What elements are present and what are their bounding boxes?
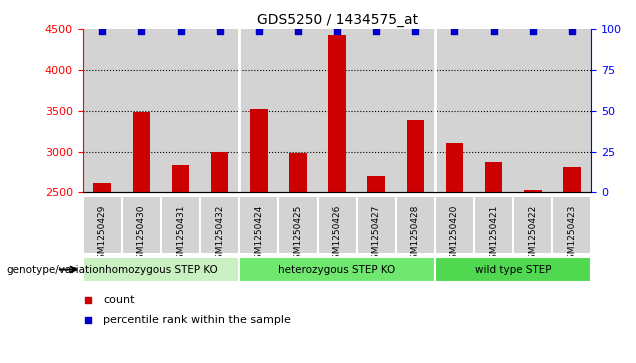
Bar <box>279 196 317 254</box>
Point <box>450 28 460 33</box>
Bar <box>93 183 111 192</box>
Bar <box>513 196 552 254</box>
Bar <box>250 109 268 192</box>
Bar <box>172 165 190 192</box>
Bar <box>132 113 150 192</box>
Text: count: count <box>103 295 135 305</box>
Bar <box>83 29 122 192</box>
Point <box>176 28 186 33</box>
Text: GSM1250428: GSM1250428 <box>411 205 420 265</box>
Bar <box>161 29 200 192</box>
Text: GSM1250431: GSM1250431 <box>176 205 185 265</box>
Bar <box>122 196 161 254</box>
Point <box>254 28 264 33</box>
Bar <box>83 196 122 254</box>
Bar <box>83 257 239 282</box>
Text: wild type STEP: wild type STEP <box>475 265 551 274</box>
Text: GSM1250423: GSM1250423 <box>567 205 576 265</box>
Bar <box>524 190 542 192</box>
Bar <box>200 196 239 254</box>
Point <box>214 28 225 33</box>
Bar <box>317 196 357 254</box>
Point <box>293 28 303 33</box>
Bar <box>161 196 200 254</box>
Text: homozygous STEP KO: homozygous STEP KO <box>104 265 218 274</box>
Bar <box>357 29 396 192</box>
Bar <box>563 167 581 192</box>
Bar <box>289 153 307 192</box>
Bar <box>513 29 552 192</box>
Text: GSM1250425: GSM1250425 <box>293 205 303 265</box>
Text: GSM1250424: GSM1250424 <box>254 205 263 265</box>
Point <box>136 28 146 33</box>
Text: GSM1250421: GSM1250421 <box>489 205 498 265</box>
Bar <box>211 152 228 192</box>
Bar <box>396 196 435 254</box>
Bar <box>435 196 474 254</box>
Title: GDS5250 / 1434575_at: GDS5250 / 1434575_at <box>256 13 418 26</box>
Bar <box>200 29 239 192</box>
Bar <box>317 29 357 192</box>
Point <box>410 28 420 33</box>
Text: GSM1250430: GSM1250430 <box>137 205 146 265</box>
Bar <box>474 29 513 192</box>
Point <box>528 28 538 33</box>
Bar <box>279 29 317 192</box>
Bar <box>474 196 513 254</box>
Text: GSM1250429: GSM1250429 <box>98 205 107 265</box>
Bar <box>396 29 435 192</box>
Bar <box>357 196 396 254</box>
Text: GSM1250426: GSM1250426 <box>333 205 342 265</box>
Bar <box>122 29 161 192</box>
Point <box>488 28 499 33</box>
Bar <box>239 257 435 282</box>
Text: heterozygous STEP KO: heterozygous STEP KO <box>279 265 396 274</box>
Text: GSM1250427: GSM1250427 <box>371 205 381 265</box>
Text: GSM1250422: GSM1250422 <box>529 205 537 265</box>
Point <box>83 317 93 323</box>
Point <box>567 28 577 33</box>
Bar <box>368 176 385 192</box>
Bar <box>406 120 424 192</box>
Point <box>83 298 93 303</box>
Bar <box>446 143 463 192</box>
Text: GSM1250420: GSM1250420 <box>450 205 459 265</box>
Text: GSM1250432: GSM1250432 <box>215 205 224 265</box>
Point <box>97 28 107 33</box>
Point <box>371 28 382 33</box>
Bar <box>328 35 346 192</box>
Bar <box>552 29 591 192</box>
Bar <box>239 196 279 254</box>
Text: percentile rank within the sample: percentile rank within the sample <box>103 315 291 325</box>
Bar <box>435 257 591 282</box>
Bar <box>239 29 279 192</box>
Bar <box>485 162 502 192</box>
Bar <box>552 196 591 254</box>
Point <box>332 28 342 33</box>
Text: genotype/variation: genotype/variation <box>6 265 106 274</box>
Bar <box>435 29 474 192</box>
